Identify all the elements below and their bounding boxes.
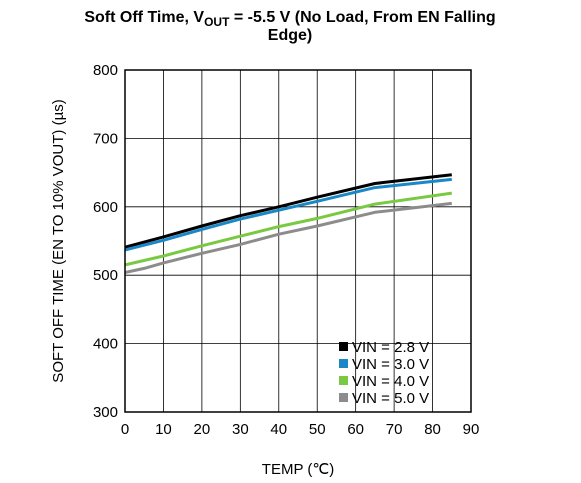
x-tick-label: 70 <box>386 421 403 438</box>
plot-frame <box>124 69 472 413</box>
series-group <box>124 173 453 274</box>
y-tick-label: 500 <box>93 267 118 284</box>
legend-label-4: VIN = 5.0 V <box>352 390 429 407</box>
x-ticks: 0 10 20 30 40 50 60 70 80 90 <box>121 421 480 438</box>
y-ticks: 300 400 500 600 700 800 <box>93 62 118 421</box>
legend-label-1: VIN = 2.8 V <box>352 339 429 356</box>
series-line-4 <box>124 201 452 274</box>
x-tick-label: 0 <box>121 421 129 438</box>
x-tick-label: 90 <box>463 421 480 438</box>
y-tick-label: 300 <box>93 404 118 421</box>
y-tick-label: 400 <box>93 336 118 353</box>
series-line-2 <box>124 177 452 252</box>
legend-swatch-2 <box>339 359 348 368</box>
legend-swatch-3 <box>339 376 348 385</box>
legend-swatch-4 <box>339 393 348 402</box>
x-tick-label: 40 <box>270 421 287 438</box>
y-axis-label: SOFT OFF TIME (EN TO 10% VOUT) (µs) <box>50 99 67 382</box>
x-tick-label: 80 <box>424 421 441 438</box>
y-tick-label: 700 <box>93 130 118 147</box>
x-axis-label: TEMP (℃) <box>262 461 334 478</box>
series-line-3 <box>124 191 453 267</box>
x-tick-label: 50 <box>309 421 326 438</box>
legend-label-2: VIN = 3.0 V <box>352 356 429 373</box>
y-tick-label: 600 <box>93 199 118 216</box>
y-tick-label: 800 <box>93 62 118 79</box>
chart-title-line1: Soft Off Time, VOUT = -5.5 V (No Load, F… <box>84 9 495 29</box>
legend-label-3: VIN = 4.0 V <box>352 373 429 390</box>
legend-swatch-1 <box>339 342 348 351</box>
chart-title-line2: Edge) <box>268 27 312 44</box>
x-tick-label: 60 <box>347 421 364 438</box>
x-tick-label: 10 <box>155 421 172 438</box>
x-tick-label: 30 <box>232 421 249 438</box>
x-tick-label: 20 <box>194 421 211 438</box>
plot-area <box>125 70 471 412</box>
series-line-1 <box>124 173 452 249</box>
